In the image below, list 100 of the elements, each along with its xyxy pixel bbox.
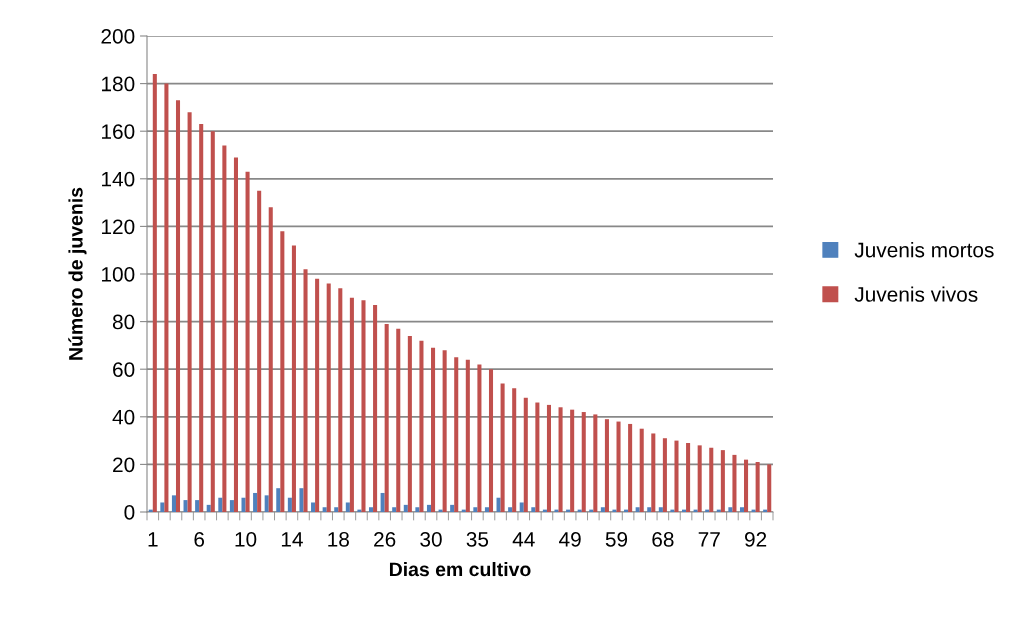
bar — [315, 278, 320, 512]
bar — [164, 83, 169, 512]
bar — [152, 74, 157, 512]
bar — [334, 507, 339, 512]
bar — [171, 495, 176, 512]
bar — [245, 171, 250, 512]
bar — [473, 507, 478, 512]
bar — [546, 404, 551, 512]
bar — [373, 304, 378, 512]
x-axis-title: Dias em cultivo — [389, 561, 531, 577]
bar — [280, 231, 285, 512]
bar — [508, 507, 513, 512]
bar — [500, 383, 505, 512]
bar — [415, 507, 420, 512]
bar — [187, 112, 192, 512]
bar — [264, 495, 269, 512]
y-tick-label: 200 — [101, 29, 135, 44]
bar — [658, 507, 663, 512]
bar — [229, 500, 234, 512]
bar — [299, 488, 304, 512]
bar — [369, 507, 374, 512]
bar — [570, 409, 575, 512]
bar — [647, 507, 652, 512]
bar — [535, 402, 540, 512]
bar — [477, 364, 482, 512]
bar — [199, 124, 204, 512]
bar — [349, 297, 354, 512]
bar — [183, 500, 188, 512]
bar — [384, 323, 389, 512]
bar — [697, 445, 702, 512]
bar — [450, 504, 455, 512]
y-tick-label: 100 — [102, 267, 135, 282]
bar — [291, 245, 296, 512]
bar — [287, 497, 292, 512]
bar — [253, 492, 258, 512]
bar — [276, 488, 281, 512]
y-tick-label: 20 — [113, 457, 135, 473]
bar — [442, 350, 447, 512]
bar — [709, 447, 714, 512]
bar — [241, 497, 246, 512]
bar — [593, 414, 598, 512]
bar — [322, 507, 327, 512]
x-tick-label: 14 — [281, 532, 303, 547]
bar — [380, 492, 385, 512]
bar — [345, 502, 350, 512]
y-tick-label: 160 — [102, 124, 135, 139]
x-tick-label: 30 — [420, 531, 442, 547]
bar — [195, 500, 200, 512]
bar — [233, 157, 238, 512]
bar — [496, 497, 501, 512]
bar — [175, 100, 181, 512]
bar — [210, 131, 215, 512]
bar — [686, 442, 691, 512]
bar — [403, 504, 408, 512]
x-tick-label: 49 — [559, 531, 581, 547]
bar — [674, 440, 679, 512]
y-tick-label: 40 — [112, 409, 135, 425]
bar — [454, 357, 459, 512]
bar — [604, 419, 609, 512]
bar — [206, 504, 211, 512]
bar — [720, 450, 725, 512]
bar — [361, 300, 366, 512]
x-tick-label: 1 — [148, 532, 158, 547]
bar — [392, 507, 397, 512]
bar — [600, 507, 605, 512]
bar — [488, 369, 494, 512]
bar — [767, 464, 772, 512]
bar — [523, 397, 528, 512]
bar — [431, 347, 436, 512]
bar — [303, 269, 308, 512]
x-tick-label: 59 — [605, 531, 628, 547]
bar — [612, 509, 617, 512]
bar — [662, 438, 667, 512]
bar — [326, 283, 331, 512]
bar — [628, 423, 633, 512]
bar — [554, 509, 559, 512]
x-tick-label: 92 — [745, 531, 767, 547]
bar — [160, 502, 165, 512]
y-axis-title: Número de juvenis — [68, 187, 87, 360]
y-tick-label: 80 — [112, 314, 135, 330]
bar — [581, 412, 586, 512]
y-tick-label: 180 — [102, 76, 135, 92]
legend-label: Juvenis mortos — [854, 242, 994, 258]
bar — [311, 502, 316, 512]
bar — [728, 507, 733, 512]
x-tick-label: 68 — [652, 531, 674, 547]
bar — [512, 388, 517, 512]
x-tick-label: 77 — [698, 532, 720, 547]
bar — [531, 507, 536, 512]
bar — [426, 504, 432, 512]
bar — [639, 428, 644, 512]
bar — [465, 359, 470, 512]
x-tick-label: 26 — [374, 531, 396, 547]
x-tick-label: 35 — [466, 531, 489, 547]
y-tick-label: 0 — [124, 505, 135, 520]
bar — [484, 507, 489, 512]
y-tick-label: 140 — [102, 171, 135, 187]
x-tick-label: 18 — [328, 531, 349, 547]
bar — [407, 335, 412, 512]
bar — [519, 502, 524, 512]
